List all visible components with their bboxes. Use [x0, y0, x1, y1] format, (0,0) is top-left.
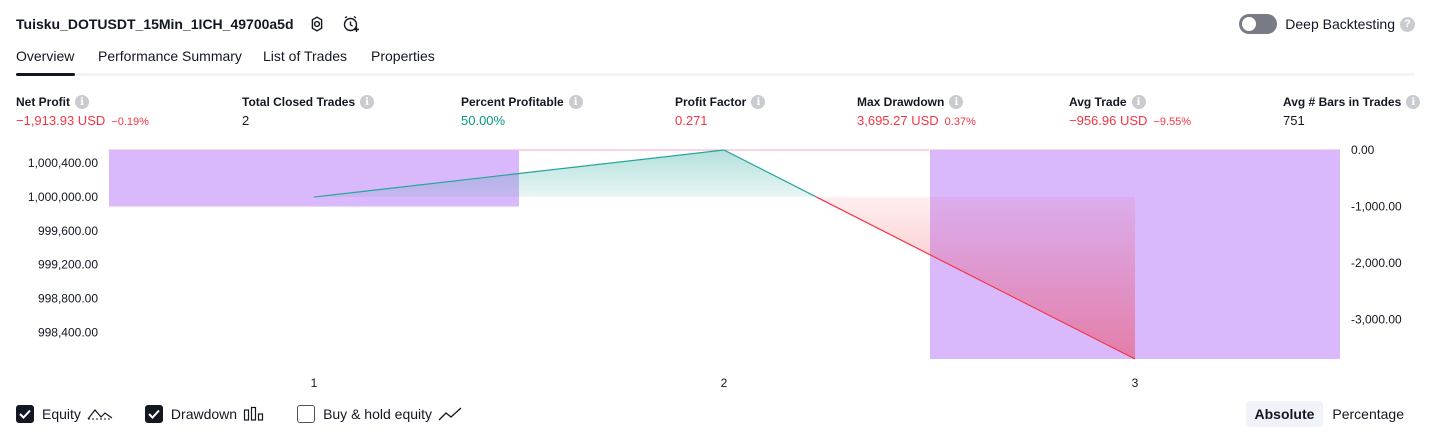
info-icon[interactable]: i: [75, 95, 89, 109]
equity-drawdown-chart[interactable]: 1,000,400.00 1,000,000.00 999,600.00 999,20…: [0, 140, 1431, 395]
buy-hold-line-icon: [438, 406, 462, 422]
equity-line-profit: [313, 149, 817, 198]
percentage-mode-button[interactable]: Percentage: [1332, 406, 1404, 422]
metric-total-closed-trades: Total Closed Trades i 2: [242, 94, 375, 128]
equity-line-loss: [816, 196, 1136, 360]
legend-drawdown-label: Drawdown: [170, 406, 238, 422]
drawdown-checkbox[interactable]: [144, 405, 163, 423]
metric-percent: −9.55%: [1153, 116, 1192, 128]
info-icon[interactable]: i: [1131, 95, 1146, 109]
metric-value: −1,913.93 USD: [16, 113, 106, 128]
metric-percent: −0.19%: [111, 116, 149, 128]
right-axis-tick-label: -3,000.00: [1351, 313, 1402, 327]
metric-net-profit: Net Profit i −1,913.93 USD −0.19%: [16, 94, 149, 128]
report-tabs: Overview Performance Summary List of Tra…: [16, 44, 1415, 76]
metric-value: 751: [1283, 113, 1305, 128]
left-axis-tick-label: 999,600.00: [38, 224, 98, 238]
info-icon[interactable]: i: [360, 95, 375, 109]
x-axis-tick-label: 3: [1132, 376, 1139, 390]
legend-buy-hold[interactable]: Buy & hold equity: [297, 405, 462, 423]
equity-gain-fill: [314, 150, 817, 198]
metric-profit-factor: Profit Factor i 0.271: [675, 94, 766, 128]
tab-list-of-trades[interactable]: List of Trades: [263, 48, 348, 64]
toggle-knob: [1242, 17, 1257, 31]
chart-legend: Equity Drawdown Buy & hold equity: [16, 403, 494, 425]
metric-label: Profit Factor: [675, 95, 747, 109]
strategy-title: Tuisku_DOTUSDT_15Min_1ICH_49700a5d: [16, 16, 294, 32]
x-axis-tick-label: 1: [311, 376, 318, 390]
help-icon[interactable]: ?: [1400, 16, 1415, 32]
drawdown-bar: [109, 150, 519, 207]
tab-performance-summary[interactable]: Performance Summary: [98, 48, 242, 64]
legend-drawdown[interactable]: Drawdown: [144, 405, 265, 423]
value-mode-switch: Absolute Percentage: [1245, 401, 1414, 427]
left-axis-tick-label: 1,000,400.00: [28, 156, 98, 170]
equity-line-icon: [87, 406, 113, 422]
info-icon[interactable]: i: [949, 95, 964, 109]
left-axis-tick-label: 1,000,000.00: [28, 190, 98, 204]
absolute-mode-button[interactable]: Absolute: [1245, 401, 1324, 427]
info-icon[interactable]: i: [1406, 95, 1421, 109]
tab-properties[interactable]: Properties: [371, 48, 435, 64]
add-alert-clock-icon[interactable]: [340, 13, 362, 35]
metric-avg-bars-in-trades: Avg # Bars in Trades i 751: [1283, 94, 1421, 128]
left-axis-tick-label: 999,200.00: [38, 258, 98, 272]
strategy-header: Tuisku_DOTUSDT_15Min_1ICH_49700a5d: [16, 12, 362, 36]
legend-buy-hold-label: Buy & hold equity: [323, 406, 433, 422]
metric-label: Max Drawdown: [857, 95, 945, 109]
equity-checkbox[interactable]: [16, 405, 34, 423]
metric-value: 50.00%: [461, 113, 506, 128]
metric-value: 0.271: [675, 113, 708, 128]
right-axis-tick-label: -2,000.00: [1351, 256, 1402, 270]
right-axis-tick-label: 0.00: [1351, 143, 1375, 157]
settings-gear-icon[interactable]: [306, 13, 328, 35]
tab-overview[interactable]: Overview: [16, 48, 75, 64]
metric-label: Net Profit: [16, 95, 70, 109]
active-tab-underline: [16, 73, 75, 76]
metric-percent-profitable: Percent Profitable i 50.00%: [461, 94, 583, 128]
metric-label: Total Closed Trades: [242, 95, 356, 109]
x-axis-tick-label: 2: [721, 376, 728, 390]
metric-label: Avg # Bars in Trades: [1283, 95, 1402, 109]
metric-percent: 0.37%: [944, 116, 976, 128]
info-icon[interactable]: i: [568, 95, 583, 109]
right-axis-tick-label: -1,000.00: [1351, 200, 1402, 214]
deep-backtesting: Deep Backtesting ?: [1239, 12, 1415, 36]
metric-label: Percent Profitable: [461, 95, 564, 109]
metric-value: −956.96 USD: [1069, 113, 1148, 128]
legend-equity[interactable]: Equity: [16, 405, 113, 423]
metric-avg-trade: Avg Trade i −956.96 USD −9.55%: [1069, 94, 1191, 128]
left-axis-tick-label: 998,400.00: [38, 325, 98, 339]
drawdown-bars-icon: [243, 406, 265, 422]
metric-max-drawdown: Max Drawdown i 3,695.27 USD 0.37%: [857, 94, 976, 128]
metric-label: Avg Trade: [1069, 95, 1127, 109]
deep-backtesting-label: Deep Backtesting: [1285, 16, 1395, 32]
metric-value: 2: [242, 113, 250, 128]
info-icon[interactable]: i: [751, 95, 766, 109]
legend-equity-label: Equity: [42, 406, 81, 422]
metric-value: 3,695.27 USD: [857, 113, 939, 128]
left-axis-tick-label: 998,800.00: [38, 292, 98, 306]
buy-hold-checkbox[interactable]: [297, 405, 316, 423]
deep-backtesting-toggle[interactable]: [1239, 14, 1278, 34]
